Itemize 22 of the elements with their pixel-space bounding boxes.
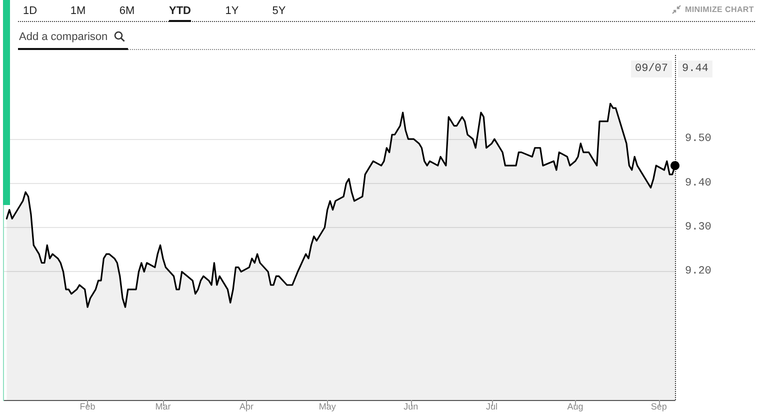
x-tick-label: Aug [567,402,584,412]
text: 6M [119,4,135,19]
annotation: 09/07 [634,63,668,75]
x-tick-label: Jul [486,402,498,412]
text: MINIMIZE CHART [684,5,754,14]
x-tick-label: Sep [650,402,667,412]
y-tick-label: 9.30 [685,222,712,234]
text: 1D [22,4,38,19]
y-tick-label: 9.20 [685,266,712,278]
text: YTD [169,4,191,22]
text: 9.44 [682,63,709,75]
text: Add a comparison [19,31,108,43]
text: 1M [70,4,86,19]
text: 5Y [272,4,286,19]
x-tick-label: Mar [155,402,171,412]
y-tick-label: 9.40 [685,177,712,190]
y-tick-label: 9.50 [685,133,712,146]
x-tick-label: May [318,402,336,412]
x-tick-label: Feb [80,402,96,412]
x-tick-label: Apr [240,402,254,412]
x-tick-label: Jun [404,402,418,412]
text: 1Y [225,4,239,19]
